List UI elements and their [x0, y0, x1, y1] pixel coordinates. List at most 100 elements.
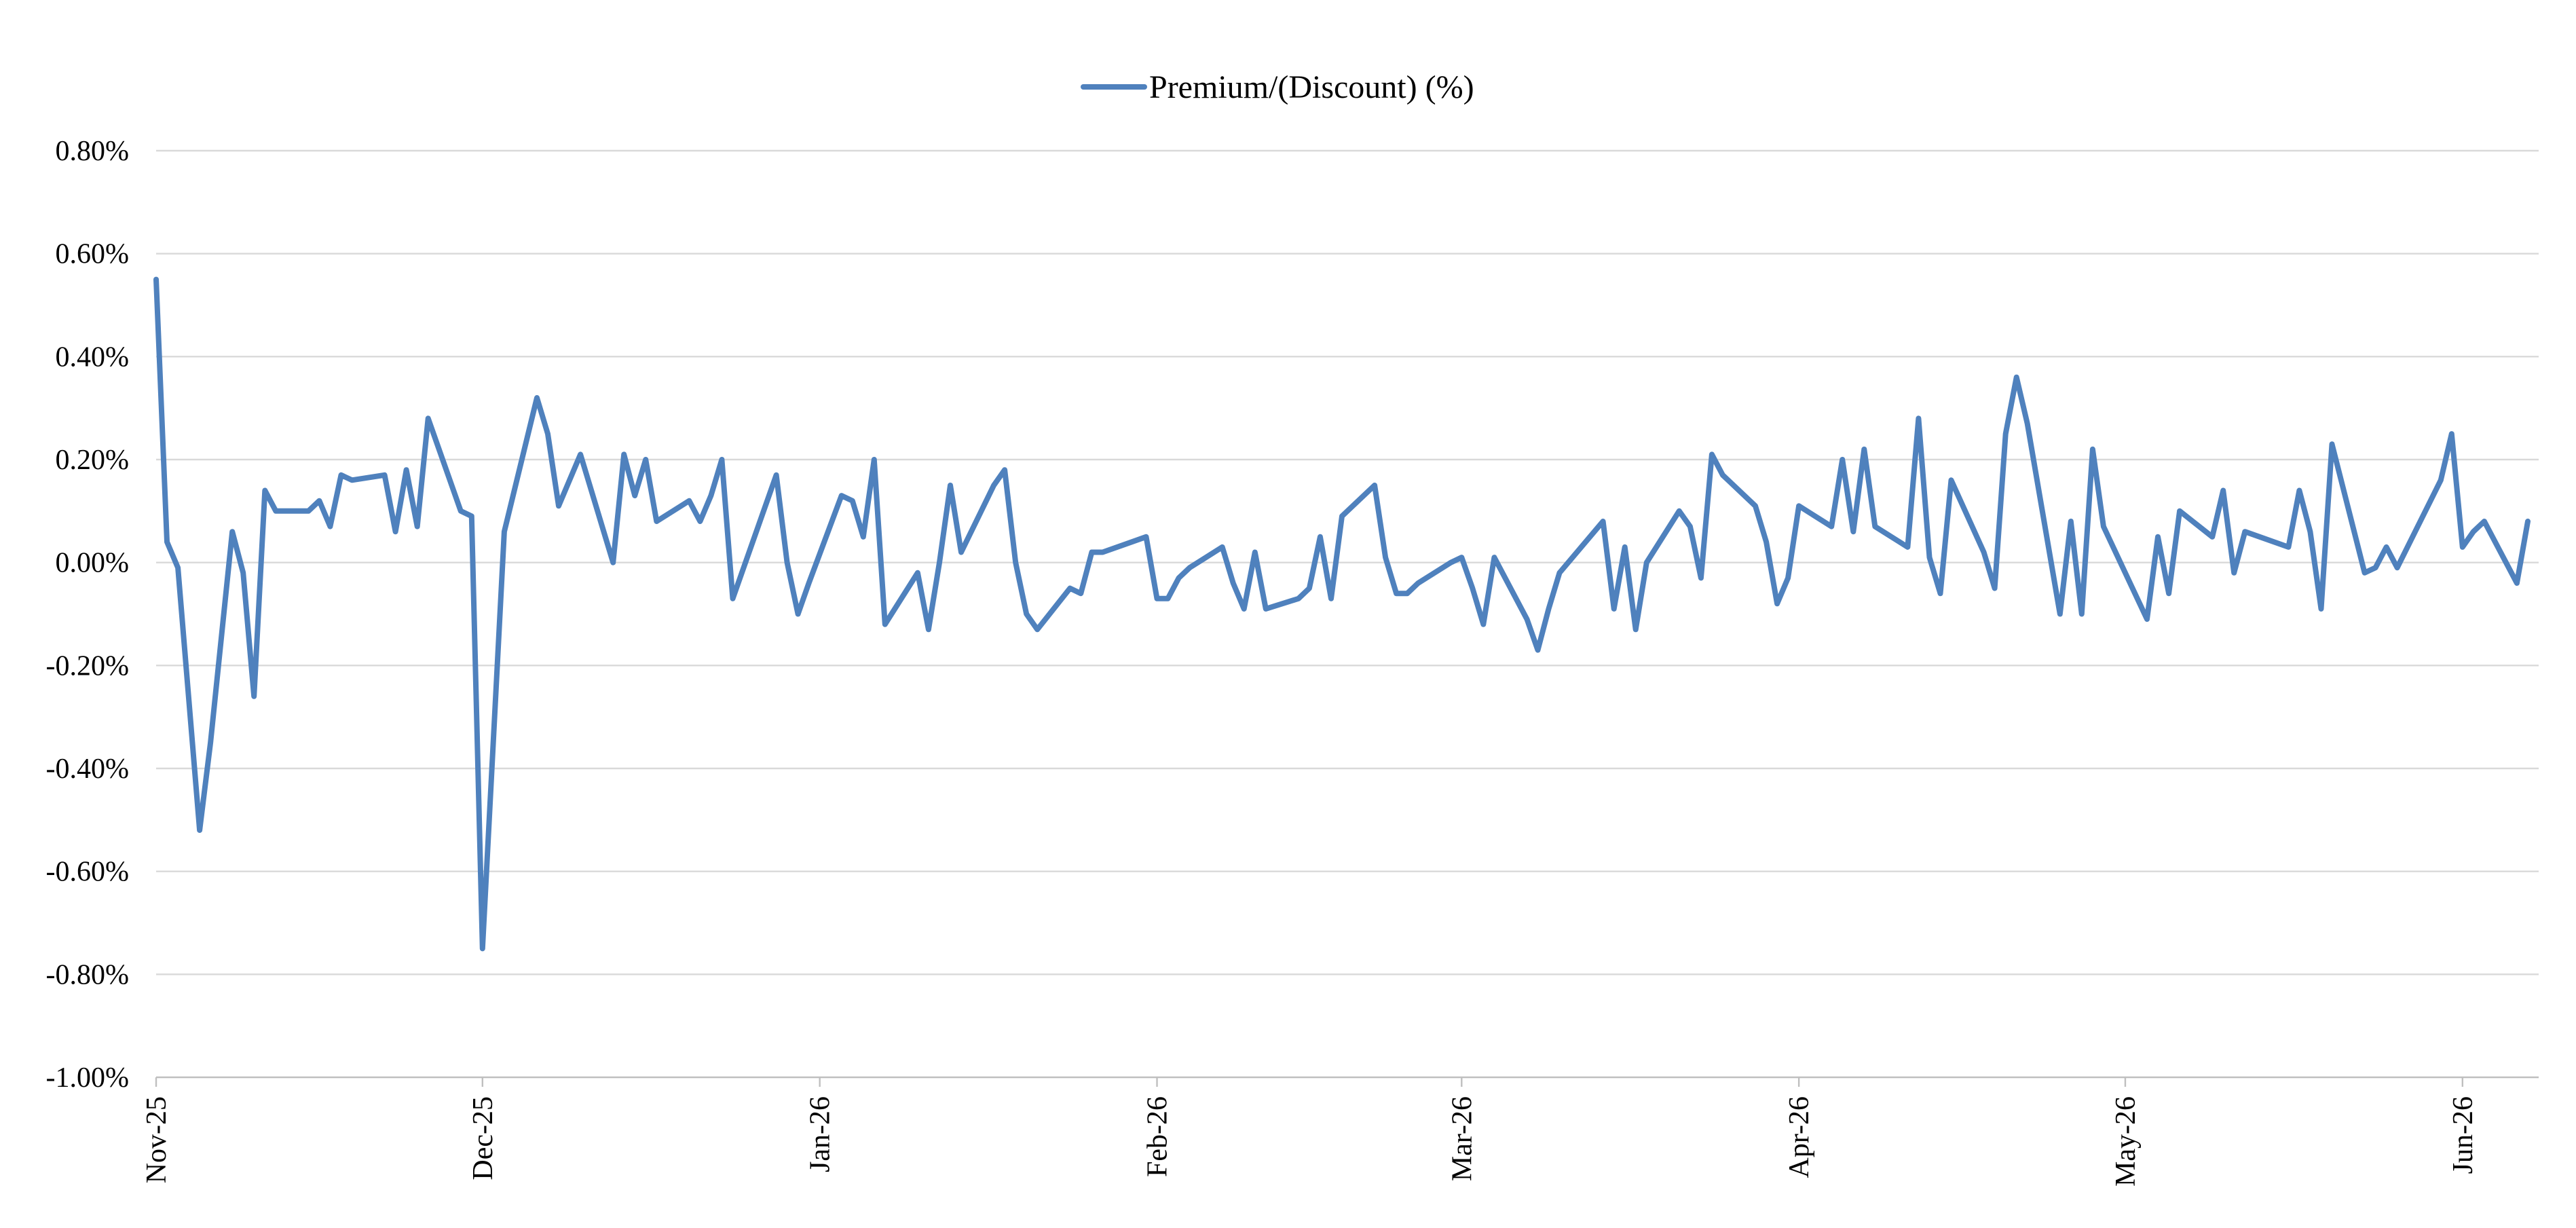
x-tick-label: May-26: [2110, 1096, 2142, 1187]
data-point: [2287, 546, 2290, 548]
data-point: [1341, 515, 1343, 517]
data-point: [1635, 628, 1637, 631]
data-point: [797, 613, 800, 616]
legend-label: Premium/(Discount) (%): [1149, 69, 1474, 105]
data-point: [808, 582, 810, 584]
data-point: [394, 530, 397, 533]
data-point: [405, 468, 408, 471]
data-point: [1797, 504, 1800, 507]
y-tick-label: 0.00%: [56, 548, 130, 579]
data-point: [166, 540, 168, 543]
data-point: [1700, 576, 1702, 579]
data-point: [2364, 572, 2366, 574]
data-point: [1025, 613, 1028, 616]
data-point: [155, 278, 157, 281]
data-point: [1471, 587, 1474, 590]
y-tick-label: -0.80%: [46, 959, 129, 990]
data-point: [253, 695, 255, 698]
data-point: [655, 520, 658, 523]
data-point: [2483, 520, 2486, 523]
data-point: [1548, 608, 1550, 610]
y-tick-label: 0.20%: [56, 445, 130, 476]
data-point: [1156, 597, 1159, 600]
data-point: [2298, 489, 2300, 492]
data-point: [1613, 608, 1616, 610]
data-point: [384, 474, 386, 477]
data-point: [1906, 546, 1909, 548]
data-point: [1645, 561, 1648, 564]
data-point: [884, 623, 886, 626]
data-point: [557, 504, 560, 507]
data-point: [698, 520, 701, 523]
chart-legend: Premium/(Discount) (%): [1081, 69, 1474, 105]
data-point: [198, 829, 201, 832]
data-point: [329, 525, 331, 528]
data-point: [949, 484, 952, 487]
data-point: [1994, 587, 1996, 590]
gridlines: [156, 149, 2539, 1079]
data-point: [1189, 566, 1191, 569]
data-point: [992, 484, 995, 487]
data-point: [1841, 458, 1844, 461]
data-point: [579, 453, 582, 455]
data-point: [2309, 530, 2311, 533]
x-tick-label: Mar-26: [1446, 1096, 1478, 1181]
data-point: [1406, 592, 1408, 595]
data-point: [916, 572, 919, 574]
data-point: [351, 479, 354, 481]
data-point: [2222, 489, 2224, 492]
data-point: [775, 474, 778, 477]
data-point: [274, 510, 277, 513]
data-point: [851, 500, 854, 502]
data-point: [1101, 551, 1104, 554]
data-point: [1003, 468, 1006, 471]
data-point: [688, 500, 690, 502]
y-tick-label: -1.00%: [46, 1062, 129, 1094]
data-point: [1449, 561, 1452, 564]
data-point: [2440, 479, 2442, 481]
data-point: [1243, 608, 1246, 610]
data-point: [2211, 536, 2214, 538]
data-point: [1308, 587, 1311, 590]
data-point: [1036, 628, 1039, 631]
data-point: [2526, 520, 2529, 523]
data-point: [427, 417, 430, 420]
data-point: [2233, 572, 2235, 574]
data-point: [709, 494, 712, 497]
data-point: [786, 561, 789, 564]
data-point: [1373, 484, 1376, 487]
series-layer: [153, 276, 2531, 952]
data-point: [862, 536, 865, 538]
data-point: [2070, 520, 2072, 523]
data-point: [927, 628, 930, 631]
x-axis-tick-labels: Nov-25 Dec-25 Jan-26 Feb-26 Mar-26 Apr-26 May-…: [141, 1077, 2479, 1187]
data-point: [1917, 417, 1920, 420]
data-point: [242, 572, 244, 574]
data-point: [2015, 376, 2018, 379]
data-point: [1602, 520, 1605, 523]
data-point: [1145, 536, 1148, 538]
data-point: [470, 515, 473, 517]
data-point: [1950, 479, 1953, 481]
data-point: [1928, 556, 1931, 559]
series-line-premium-discount: [153, 276, 2531, 952]
data-point: [732, 597, 734, 600]
x-tick-label: Apr-26: [1784, 1096, 1815, 1178]
data-point: [1265, 608, 1267, 610]
y-axis-tick-labels: 0.80% 0.60% 0.40% 0.20% 0.00% -0.20% -0.40% -0.…: [46, 136, 129, 1094]
data-point: [960, 551, 963, 554]
data-point: [1624, 546, 1626, 548]
data-point: [2243, 530, 2246, 533]
data-point: [1297, 597, 1300, 600]
data-point: [1384, 556, 1387, 559]
data-point: [209, 741, 212, 744]
data-point: [1852, 530, 1854, 533]
data-point: [1068, 587, 1071, 590]
data-point: [1254, 551, 1256, 554]
data-point: [1232, 582, 1235, 584]
y-tick-label: -0.60%: [46, 857, 129, 888]
data-point: [481, 947, 484, 950]
data-point: [1417, 582, 1419, 584]
y-tick-label: 0.80%: [56, 136, 130, 167]
data-point: [2516, 582, 2518, 584]
